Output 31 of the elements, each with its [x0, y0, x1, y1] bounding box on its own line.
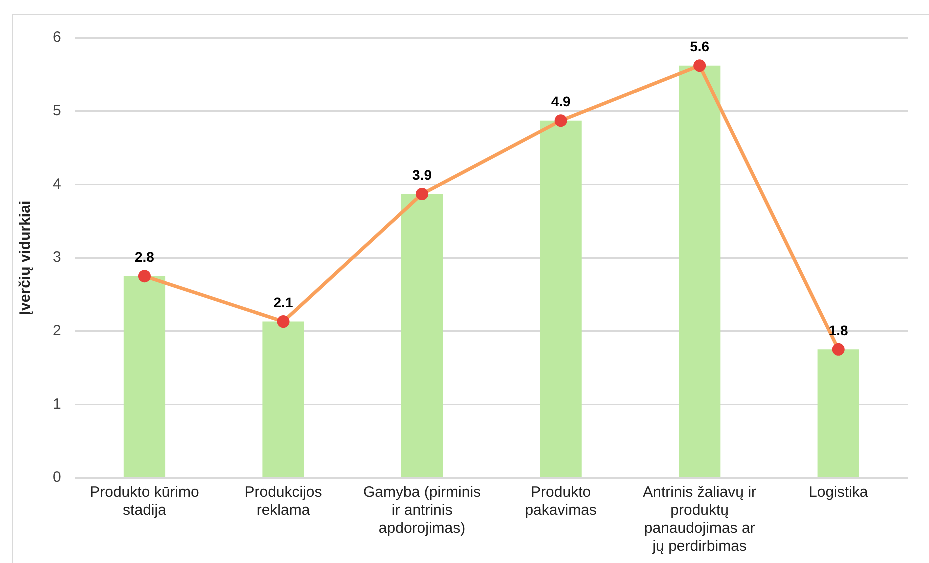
y-tick-label: 1 — [53, 396, 62, 413]
data-label: 5.6 — [690, 38, 710, 55]
y-tick-label: 2 — [53, 322, 62, 340]
y-tick-label: 4 — [53, 176, 62, 193]
point — [694, 60, 706, 72]
x-tick-label: Produkcijos reklama — [244, 484, 322, 520]
point — [138, 270, 151, 283]
point — [554, 114, 568, 128]
bar — [401, 194, 444, 478]
bar — [679, 66, 721, 478]
x-tick-label: Antrinis žaliavų ir produktų panaudojimas ar jų perdirbimas — [643, 484, 757, 556]
data-label: 4.9 — [551, 94, 571, 110]
data-label: 3.9 — [412, 167, 432, 184]
point — [832, 343, 845, 356]
data-label: 2.8 — [134, 249, 155, 266]
x-tick-label: Produkto pakavimas — [525, 484, 597, 520]
bar — [262, 322, 304, 478]
y-tick-label: 0 — [53, 469, 62, 486]
bar — [818, 350, 860, 478]
data-label: 2.1 — [274, 294, 294, 311]
y-tick-label: 5 — [53, 102, 62, 120]
bar — [540, 120, 582, 478]
bar — [124, 276, 166, 478]
y-tick-label: 6 — [53, 29, 62, 46]
point — [277, 316, 290, 328]
y-axis-title: Įverčių vidurkiai — [17, 200, 34, 316]
x-tick-label: Gamyba (pirminis ir antrinis apdorojimas) — [364, 484, 482, 538]
y-tick-label: 3 — [53, 249, 62, 266]
x-tick-label: Produkto kūrimo stadija — [90, 484, 200, 520]
point — [416, 188, 429, 200]
x-tick-label: Logistika — [809, 484, 869, 502]
